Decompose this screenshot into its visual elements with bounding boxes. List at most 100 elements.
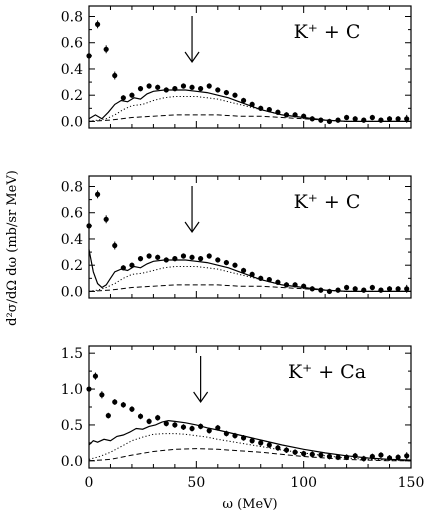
x-tick-label: 0 (85, 475, 94, 491)
y-tick-label: 1.0 (61, 382, 83, 398)
panel-1: 0.0 0.2 0.4 0.6 0.8 K⁺ + C (61, 5, 412, 130)
data-point (198, 86, 204, 92)
data-point (232, 262, 238, 268)
data-point (155, 84, 161, 90)
data-point (94, 21, 101, 27)
data-point (240, 267, 247, 274)
series-dotted-line (88, 433, 412, 462)
data-point (275, 445, 281, 451)
y-tick-label: 0.6 (61, 206, 83, 222)
data-point (120, 95, 126, 101)
data-point (103, 46, 109, 52)
data-point (369, 114, 375, 121)
data-point (94, 191, 101, 197)
y-axis-label: d²σ/dΩ dω (mb/sr MeV) (5, 170, 20, 326)
arrow-head (184, 221, 200, 234)
plot-frame (88, 175, 412, 299)
data-point (180, 253, 187, 259)
data-point (240, 97, 247, 104)
data-point (215, 257, 221, 263)
data-point (86, 53, 92, 59)
data-point (352, 453, 358, 459)
data-point (301, 451, 307, 457)
data-point (232, 92, 238, 98)
data-point (395, 454, 401, 460)
series-solid-line (88, 249, 411, 292)
y-tick-label: 1.5 (61, 346, 83, 362)
x-axis-label: ω (MeV) (222, 497, 277, 512)
series-dotted-line (88, 266, 411, 292)
data-point (326, 118, 333, 125)
panels: 0.0 0.2 0.4 0.6 0.8 K⁺ + C 0.0 0.2 0.4 0.6 0.8 K⁺ +… (61, 5, 425, 512)
data-point (223, 89, 229, 96)
plot-frame (88, 5, 412, 129)
data-point (404, 453, 410, 459)
arrow-head (184, 51, 200, 64)
data-point (99, 392, 105, 398)
data-point (395, 116, 401, 122)
y-tick-label: 0.0 (61, 454, 83, 470)
data-point (352, 116, 358, 122)
data-point (395, 286, 401, 292)
data-point (352, 286, 358, 292)
y-tick-label: 0.8 (61, 9, 83, 25)
y-tick-label: 0.4 (61, 232, 83, 248)
data-point (129, 92, 135, 98)
data-point (189, 84, 195, 90)
y-tick-label: 0.0 (61, 284, 83, 300)
arrow-head (193, 391, 209, 404)
series-solid-line (88, 419, 412, 461)
data-point (137, 86, 144, 92)
data-point (105, 413, 111, 419)
data-point (258, 440, 264, 446)
data-point (215, 87, 221, 93)
data-point (344, 114, 350, 121)
x-tick-label: 50 (187, 475, 205, 491)
data-point (223, 259, 229, 266)
data-point (180, 83, 187, 89)
data-point (198, 256, 204, 262)
series-dashed-line (88, 448, 411, 462)
data-point (404, 116, 410, 122)
data-point (155, 415, 161, 421)
series-dashed-line (88, 284, 411, 292)
data-point (137, 256, 144, 262)
data-point (249, 438, 255, 444)
data-point (163, 420, 169, 427)
data-point (86, 386, 92, 392)
data-point (386, 116, 393, 122)
data-point (326, 288, 333, 295)
data-point (129, 406, 135, 412)
data-point (112, 399, 118, 405)
data-point (266, 442, 272, 448)
y-tick-label: 0.5 (61, 418, 83, 434)
panel-title: K⁺ + C (294, 191, 361, 213)
data-point (215, 425, 221, 431)
data-point (103, 216, 109, 222)
x-tick-label: 150 (398, 475, 425, 491)
series-dotted-line (88, 96, 411, 122)
data-point (155, 254, 161, 260)
data-point (309, 451, 315, 457)
series-dashed-line (88, 114, 411, 122)
data-point (180, 424, 187, 430)
panel-title: K⁺ + C (294, 21, 361, 43)
y-tick-label: 0.4 (61, 62, 83, 78)
data-point (378, 452, 384, 458)
data-point (292, 449, 298, 455)
data-point (344, 284, 350, 291)
data-point (86, 223, 92, 229)
panel-3: 0.0 0.5 1.0 1.5 0 50 100 150 ω (MeV) K⁺ + Ca (61, 345, 425, 512)
data-point (112, 242, 118, 249)
data-point (92, 373, 99, 379)
data-point (369, 284, 375, 291)
data-point (172, 422, 178, 428)
data-point (404, 286, 410, 292)
data-point (120, 402, 126, 408)
data-point (206, 428, 212, 434)
y-tick-label: 0.6 (61, 36, 83, 52)
y-tick-label: 0.2 (61, 88, 83, 104)
y-tick-label: 0.0 (61, 114, 83, 130)
data-point (146, 253, 152, 259)
